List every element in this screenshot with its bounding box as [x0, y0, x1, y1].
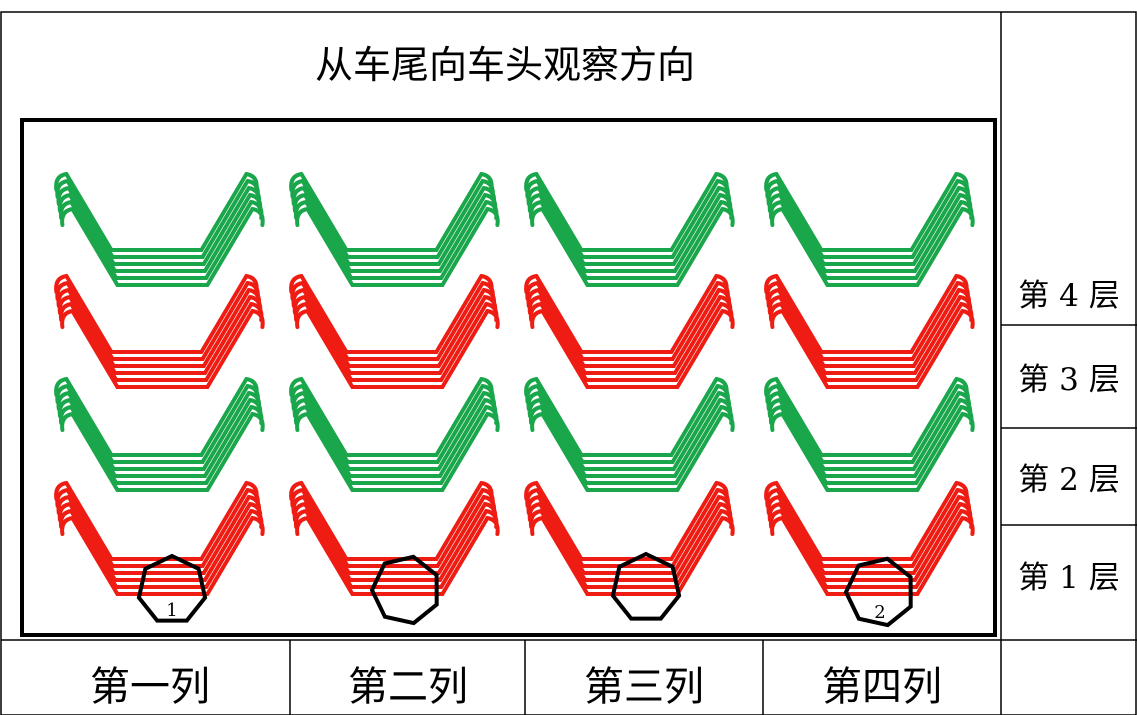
- frame-profile: [295, 412, 500, 492]
- frame-profile: [60, 207, 265, 287]
- coil-label: 2: [874, 602, 885, 623]
- frame-layer-4: [54, 172, 265, 287]
- frame-profile: [770, 412, 975, 492]
- frame-layer-3: [764, 274, 975, 389]
- frame-column-3: [524, 172, 735, 596]
- coil-4: 2: [843, 556, 913, 628]
- frame-stacks: [54, 172, 975, 596]
- frame-column-4: [764, 172, 975, 596]
- row-label-layer-3: 第 3 层: [1018, 362, 1119, 398]
- coil-outline: [610, 551, 682, 621]
- frame-profile: [60, 412, 265, 492]
- coil-outline: [136, 553, 208, 623]
- coil-2: [369, 554, 439, 626]
- frame-layer-4: [764, 172, 975, 287]
- frame-layer-1: [54, 481, 265, 596]
- coil-outline: [369, 554, 439, 626]
- frame-layer-2: [289, 377, 500, 492]
- column-label-1: 第一列: [90, 664, 210, 710]
- frame-profile: [530, 412, 735, 492]
- frame-layer-1: [764, 481, 975, 596]
- frame-layer-4: [289, 172, 500, 287]
- frame-profile: [295, 207, 500, 287]
- frame-layer-2: [524, 377, 735, 492]
- frame-profile: [770, 309, 975, 389]
- vehicle-box: [20, 118, 997, 637]
- frame-profile: [530, 516, 735, 596]
- diagram-title: 从车尾向车头观察方向: [315, 43, 695, 87]
- frame-profile: [770, 516, 975, 596]
- row-label-layer-2: 第 2 层: [1018, 462, 1119, 498]
- frame-column-1: [54, 172, 265, 596]
- column-label-2: 第二列: [348, 664, 468, 710]
- row-label-layer-1: 第 1 层: [1018, 560, 1119, 596]
- row-label-layer-4: 第 4 层: [1018, 278, 1119, 314]
- coil-label: 1: [166, 600, 177, 621]
- coil-3: [610, 551, 682, 621]
- frame-layer-3: [289, 274, 500, 389]
- frame-layer-2: [764, 377, 975, 492]
- column-label-3: 第三列: [584, 664, 704, 710]
- frame-profile: [60, 309, 265, 389]
- frame-profile: [530, 207, 735, 287]
- table-frame: [0, 11, 1137, 715]
- frame-layer-3: [54, 274, 265, 389]
- coil-1: 1: [136, 553, 208, 623]
- frame-profile: [770, 207, 975, 287]
- frame-column-2: [289, 172, 500, 596]
- coil-outline: [843, 556, 913, 628]
- frame-profile: [60, 516, 265, 596]
- frame-profile: [295, 516, 500, 596]
- frame-profile: [295, 309, 500, 389]
- frame-profile: [530, 309, 735, 389]
- frame-layer-2: [54, 377, 265, 492]
- frame-layer-4: [524, 172, 735, 287]
- frame-layer-1: [289, 481, 500, 596]
- frame-layer-3: [524, 274, 735, 389]
- column-label-4: 第四列: [822, 664, 942, 710]
- frame-layer-1: [524, 481, 735, 596]
